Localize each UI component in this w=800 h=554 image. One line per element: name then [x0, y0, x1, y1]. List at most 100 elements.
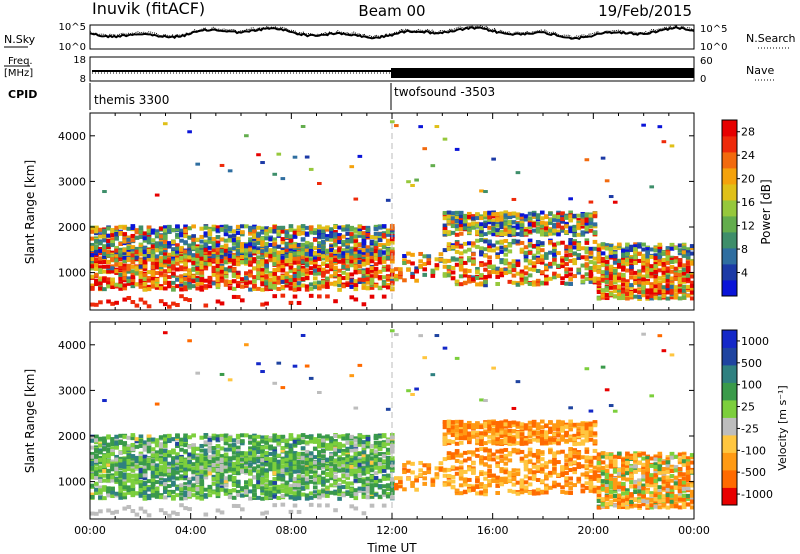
power-cell — [527, 281, 533, 286]
power-cell — [588, 266, 594, 271]
power-cell — [244, 283, 249, 288]
power-cell — [272, 268, 278, 273]
velocity-cell — [175, 433, 180, 438]
power-cell — [215, 243, 221, 248]
power-cell — [231, 267, 237, 272]
power-cell — [596, 289, 602, 294]
power-cell — [621, 296, 626, 301]
power-cell — [345, 264, 351, 269]
power-cell — [633, 258, 638, 263]
velocity-cell — [146, 496, 152, 501]
power-cell — [321, 245, 326, 250]
power-cell — [369, 281, 375, 286]
velocity-cell — [183, 443, 188, 448]
power-cell — [661, 289, 667, 294]
power-cell — [369, 277, 375, 282]
power-cell — [239, 248, 245, 253]
power-cell — [450, 219, 456, 224]
power-cell — [361, 225, 367, 230]
power-cell — [345, 272, 351, 277]
power-cell — [296, 274, 302, 279]
power-cell — [552, 258, 557, 263]
power-cell — [503, 271, 509, 276]
power-cell — [292, 260, 298, 265]
power-cell — [544, 274, 549, 279]
velocity-cell — [114, 438, 119, 443]
power-cell — [681, 267, 687, 272]
power-cell — [369, 239, 375, 244]
power-cell — [333, 249, 338, 254]
velocity-cell — [90, 451, 95, 456]
power-cell — [657, 252, 663, 257]
power-cell — [353, 242, 359, 247]
power-cell — [410, 271, 415, 276]
power-cell — [183, 224, 188, 229]
power-cell — [608, 276, 614, 281]
power-cell — [312, 261, 318, 266]
power-cell — [458, 282, 464, 287]
power-cell — [102, 190, 107, 194]
power-cell — [256, 225, 261, 230]
power-cell — [264, 259, 269, 264]
power-cell — [98, 234, 103, 239]
power-cell — [523, 279, 529, 284]
power-cell — [398, 275, 403, 280]
velocity-cell — [183, 437, 188, 442]
velocity-cell — [142, 440, 148, 445]
power-cell — [479, 246, 484, 251]
power-cell — [308, 260, 314, 265]
velocity-cell — [162, 459, 168, 464]
velocity-cell — [102, 473, 107, 478]
power-cell — [661, 270, 667, 275]
power-cell — [284, 279, 290, 284]
power-cell — [110, 285, 115, 290]
power-cell — [483, 220, 488, 225]
power-cell — [629, 295, 634, 300]
power-cell — [381, 283, 387, 288]
power-cell — [94, 244, 99, 249]
velocity-cell — [187, 490, 192, 495]
power-cell — [244, 257, 249, 262]
velocity-cell — [175, 470, 180, 475]
power-cell — [341, 239, 346, 244]
power-cell — [353, 249, 359, 254]
power-cell — [560, 225, 565, 230]
power-cell — [584, 250, 590, 255]
power-cell — [134, 266, 140, 271]
velocity-cell — [199, 435, 205, 440]
power-cell — [462, 215, 468, 220]
power-cell — [211, 265, 217, 270]
power-cell — [280, 275, 286, 280]
velocity-cell — [183, 486, 188, 491]
power-cell — [114, 258, 119, 263]
power-cell — [167, 229, 172, 234]
power-cell — [98, 239, 103, 244]
power-colorbar-tick-label: 12 — [741, 220, 755, 233]
velocity-cell — [146, 457, 152, 462]
velocity-cell — [162, 482, 168, 487]
power-cell — [195, 247, 201, 252]
power-cell — [694, 261, 699, 265]
velocity-cell — [130, 465, 136, 470]
power-cell — [377, 253, 383, 258]
velocity-cell — [102, 469, 107, 474]
power-cell — [154, 232, 160, 237]
power-cell — [519, 223, 525, 228]
velocity-cell — [179, 483, 184, 488]
power-cell — [604, 259, 610, 264]
power-cell — [584, 158, 590, 162]
power-cell — [276, 232, 282, 237]
power-cell — [260, 226, 265, 231]
power-cell — [552, 223, 557, 228]
velocity-cell — [158, 495, 164, 500]
power-cell — [280, 284, 286, 289]
power-cell — [568, 218, 573, 223]
power-cell — [657, 258, 663, 263]
power-cell — [207, 284, 213, 289]
velocity-cell — [138, 483, 144, 488]
power-colorbar-swatch — [722, 216, 737, 233]
power-cell — [377, 238, 383, 243]
power-cell — [625, 288, 630, 293]
power-cell — [223, 267, 229, 272]
power-cell — [102, 254, 107, 259]
